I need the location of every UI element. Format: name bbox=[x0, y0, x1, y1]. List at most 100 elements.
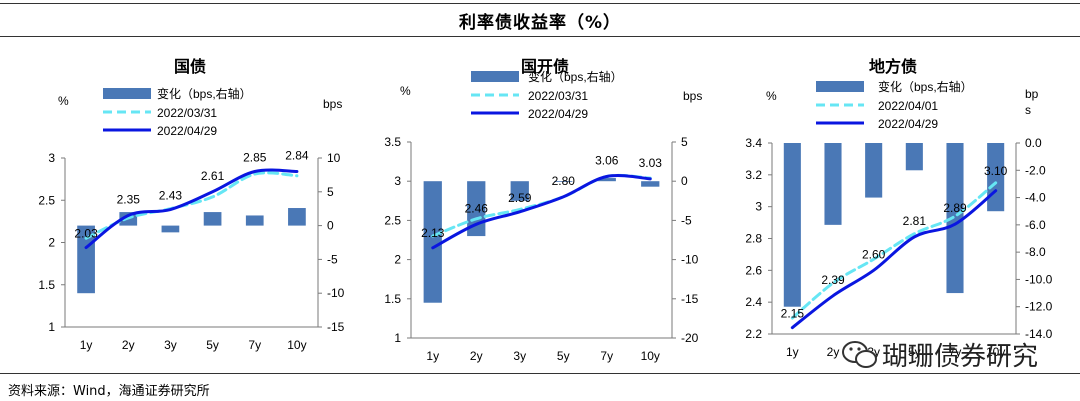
chart3-right-tick-label: -14.0 bbox=[1025, 327, 1053, 341]
chart2-data-label: 2.80 bbox=[552, 174, 576, 188]
chart3-left-tick-label: 3 bbox=[755, 200, 762, 214]
chart3-line-prev bbox=[790, 181, 998, 320]
chart1-left-tick-label: 1.5 bbox=[38, 278, 55, 292]
chart2-x-tick-label: 7y bbox=[600, 349, 613, 363]
chart1-bar-7y bbox=[245, 215, 264, 226]
chart2-left-tick-label: 2.5 bbox=[384, 213, 401, 227]
chart3-right-tick-label: -10.0 bbox=[1025, 272, 1053, 286]
chart1-data-label: 2.61 bbox=[201, 169, 225, 183]
figure-title: 利率债收益率（%） bbox=[458, 13, 622, 33]
chart3-bar-3y bbox=[865, 143, 883, 198]
chart2-data-label: 3.06 bbox=[595, 153, 619, 167]
chart1-right-tick-label: 5 bbox=[327, 185, 334, 199]
chart3-legend-prev-label: 2022/04/01 bbox=[878, 99, 938, 113]
chart1-x-tick-label: 3y bbox=[164, 338, 177, 352]
chart3-bar-5y bbox=[905, 143, 923, 171]
chart2-left-tick-label: 1 bbox=[394, 331, 401, 345]
chart2-x-tick-label: 1y bbox=[426, 349, 439, 363]
chart3-x-tick-label: 5y bbox=[908, 345, 921, 359]
charts-canvas: 国债% bps 1 1.5 2 2.5 3 -15 -10 -5 0 5 10 1y 2y 3y 5y 7y 10y… bbox=[38, 57, 1053, 363]
chart3-x-tick-label: 10y bbox=[986, 345, 1005, 359]
chart3-data-label: 2.89 bbox=[943, 201, 967, 215]
chart1-data-label: 2.35 bbox=[117, 192, 141, 206]
chart2-right-tick-label: -10 bbox=[681, 253, 699, 267]
chart2-line-curr bbox=[431, 174, 652, 250]
chart2-bar-10y bbox=[641, 181, 660, 187]
chart1-legend-prev-label: 2022/03/31 bbox=[157, 106, 217, 120]
chart3-x-tick-label: 1y bbox=[786, 345, 799, 359]
chart1-legend-bar-swatch bbox=[103, 88, 151, 99]
chart2-right-tick-label: -15 bbox=[681, 292, 699, 306]
chart3-data-label: 2.60 bbox=[862, 247, 886, 261]
chart3-legend-bar-label: 变化（bps,右轴） bbox=[878, 79, 973, 94]
chart1-left-unit: % bbox=[58, 94, 69, 108]
chart2-legend-prev-label: 2022/03/31 bbox=[528, 89, 588, 103]
chart2-legend-curr-label: 2022/04/29 bbox=[528, 107, 588, 121]
chart3-left-tick-label: 2.4 bbox=[745, 295, 762, 309]
chart2-legend-bar-label: 变化（bps,右轴） bbox=[528, 69, 623, 84]
watermark-text: 瑚珊债券研究 bbox=[882, 342, 1039, 372]
chart3-right-tick-label: -12.0 bbox=[1025, 300, 1053, 314]
chart2-bar-1y bbox=[423, 181, 442, 303]
chart3-left-tick-label: 2.2 bbox=[745, 327, 762, 341]
chart1-x-tick-label: 5y bbox=[206, 338, 219, 352]
chart1-bar-3y bbox=[161, 225, 180, 233]
chart3-data-label: 2.81 bbox=[903, 214, 927, 228]
chart3-bar-2y bbox=[824, 143, 842, 225]
chart2-bar-3y bbox=[510, 181, 529, 201]
chart3-bar-7y bbox=[946, 143, 964, 294]
chart3-left-tick-label: 3.4 bbox=[745, 136, 762, 150]
chart2-right-tick-label: 5 bbox=[681, 135, 688, 149]
title-rule bbox=[0, 36, 1080, 37]
chart2-title: 国开债 bbox=[521, 57, 569, 76]
source-note: 资料来源：Wind，海通证券研究所 bbox=[8, 384, 210, 399]
chart3-right-tick-label: -8.0 bbox=[1025, 245, 1046, 259]
chart3-line-curr bbox=[790, 189, 998, 330]
chart1-legend-bar-label: 变化（bps,右轴） bbox=[157, 86, 252, 101]
top-rule bbox=[0, 3, 1080, 4]
chart2-right-tick-label: -5 bbox=[681, 213, 692, 227]
chart2-data-label: 2.59 bbox=[508, 191, 532, 205]
chart2-right-unit: bps bbox=[683, 89, 702, 103]
chart3-right-unit: s bbox=[1025, 103, 1031, 117]
chart2-left-tick-label: 3 bbox=[394, 174, 401, 188]
chart2-right-tick-label: -20 bbox=[681, 331, 699, 345]
chart1-right-tick-label: -10 bbox=[327, 286, 345, 300]
chart3-right-tick-label: -6.0 bbox=[1025, 218, 1046, 232]
chart3-title: 地方债 bbox=[869, 57, 917, 76]
chart3-left-tick-label: 2.8 bbox=[745, 232, 762, 246]
chart3-left-unit: % bbox=[766, 89, 777, 103]
chart3-bar-1y bbox=[783, 143, 801, 307]
chart1-right-tick-label: 10 bbox=[327, 151, 341, 165]
chart2-right-tick-label: 0 bbox=[681, 174, 688, 188]
chart2-x-tick-label: 2y bbox=[470, 349, 483, 363]
chart1-data-label: 2.85 bbox=[243, 151, 267, 165]
chart2-left-unit: % bbox=[400, 84, 411, 98]
watermark: 瑚珊债券研究 bbox=[840, 336, 1080, 376]
chart2-data-label: 2.46 bbox=[465, 201, 489, 215]
chart1-x-tick-label: 7y bbox=[248, 338, 261, 352]
chart3-left-tick-label: 3.2 bbox=[745, 168, 762, 182]
chart2-data-label: 3.03 bbox=[639, 156, 663, 170]
chart2-left-tick-label: 1.5 bbox=[384, 292, 401, 306]
chart1-right-tick-label: -5 bbox=[327, 252, 338, 266]
chart3-left-tick-label: 2.6 bbox=[745, 263, 762, 277]
chart1-data-label: 2.03 bbox=[74, 227, 98, 241]
chart1-title: 国债 bbox=[174, 57, 206, 76]
chart3-data-label: 2.39 bbox=[821, 273, 845, 287]
chart1-data-label: 2.43 bbox=[159, 189, 183, 203]
chart3-legend-bar-swatch bbox=[816, 81, 864, 92]
chart3-data-label: 3.10 bbox=[984, 164, 1008, 178]
chart2-legend-bar-swatch bbox=[471, 71, 519, 82]
chart3-legend-curr-label: 2022/04/29 bbox=[878, 117, 938, 131]
chart1-data-label: 2.84 bbox=[285, 149, 309, 163]
chart1-line-curr bbox=[84, 168, 299, 250]
chart2-x-tick-label: 10y bbox=[641, 349, 660, 363]
chart1-x-tick-label: 2y bbox=[122, 338, 135, 352]
chart2-x-tick-label: 5y bbox=[557, 349, 570, 363]
chart3-right-tick-label: -2.0 bbox=[1025, 163, 1046, 177]
bottom-rule bbox=[0, 373, 1080, 374]
chart3-right-tick-label: 0.0 bbox=[1025, 136, 1042, 150]
chart2-bar-7y bbox=[597, 178, 616, 182]
chart1-left-tick-label: 2 bbox=[48, 236, 55, 250]
